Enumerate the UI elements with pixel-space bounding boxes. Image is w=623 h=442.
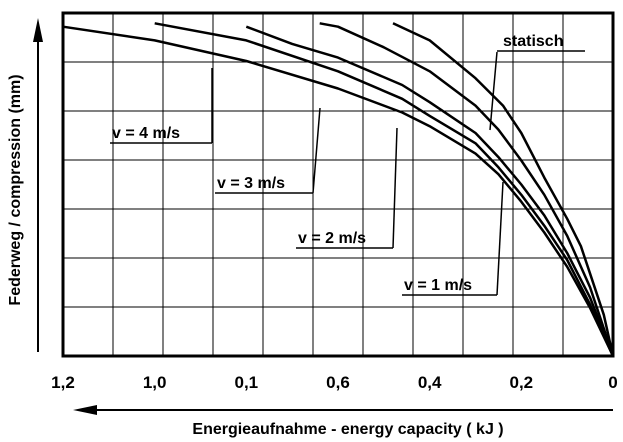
grid-lines (63, 13, 613, 356)
series-labels: v = 4 m/s v = 3 m/s v = 2 m/s v = 1 m/s stat… (110, 33, 585, 296)
x-axis-arrow (73, 405, 613, 415)
series-line-5 (392, 22, 615, 357)
series-label-leader (312, 107, 321, 194)
series-label-1: v = 4 m/s (112, 125, 180, 142)
x-tick-label: 0 (608, 373, 617, 392)
series-label-3: v = 2 m/s (298, 230, 366, 247)
series-label-leader (392, 127, 398, 249)
x-tick-label: 0,2 (510, 373, 534, 392)
series-label-leader (496, 181, 504, 296)
series-lines (62, 22, 615, 357)
y-axis-label: Federweg / compression (mm) (7, 74, 24, 305)
series-line-2 (154, 22, 615, 357)
series-label-5: statisch (503, 33, 563, 50)
x-tick-label: 1,0 (143, 373, 167, 392)
x-tick-label: 1,2 (51, 373, 75, 392)
y-axis-arrow (33, 18, 43, 352)
x-tick-labels: 1,2 1,0 0,1 0,6 0,4 0,2 0 (51, 373, 618, 392)
series-label-2: v = 3 m/s (217, 175, 285, 192)
plot-frame (61, 11, 615, 358)
series-line-3 (245, 25, 615, 357)
x-tick-label: 0,1 (235, 373, 259, 392)
series-line-1 (62, 25, 615, 357)
series-line-4 (319, 22, 615, 357)
x-tick-label: 0,4 (418, 373, 442, 392)
x-axis-label: Energieaufnahme - energy capacity ( kJ ) (192, 421, 503, 438)
series-label-4: v = 1 m/s (404, 277, 472, 294)
series-label-leader (489, 51, 498, 131)
x-tick-label: 0,6 (326, 373, 350, 392)
